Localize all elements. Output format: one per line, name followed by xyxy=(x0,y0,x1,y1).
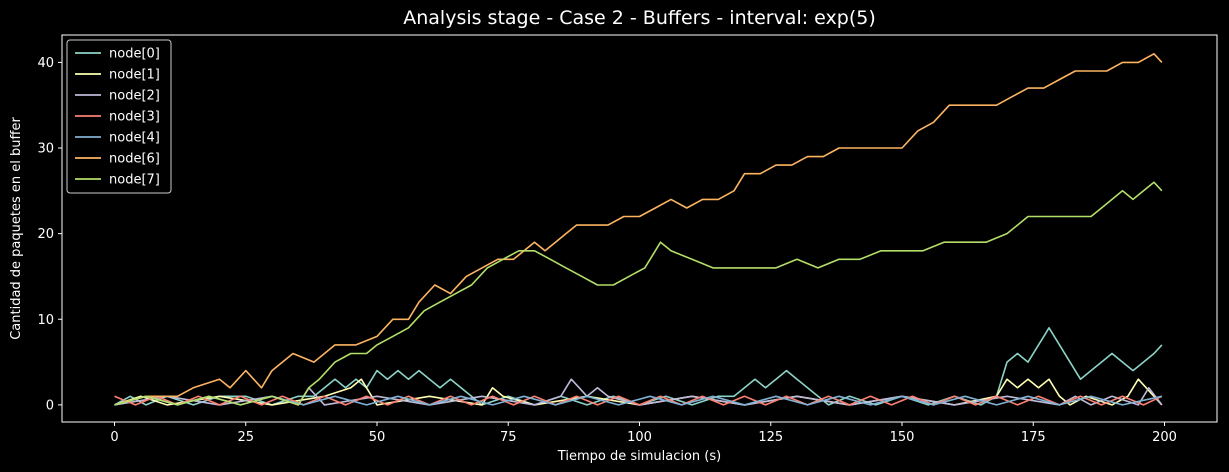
legend-label: node[0] xyxy=(109,47,160,62)
y-tick-label: 30 xyxy=(37,142,54,157)
x-tick-label: 125 xyxy=(758,430,783,445)
series-line-node4 xyxy=(114,395,1163,406)
series-line-node0 xyxy=(114,326,1163,406)
chart-title: Analysis stage - Case 2 - Buffers - inte… xyxy=(403,7,876,29)
x-tick-label: 75 xyxy=(500,430,517,445)
legend-box xyxy=(66,39,172,194)
y-axis-label: Cantidad de paquetes en el buffer xyxy=(9,117,24,340)
x-tick-label: 25 xyxy=(237,430,254,445)
series-layer xyxy=(114,52,1163,406)
y-tick-label: 20 xyxy=(37,227,54,242)
legend: node[0] node[1] node[2] node[3] node[4] node[… xyxy=(66,39,172,194)
y-axis: 0 10 20 30 40 xyxy=(37,56,62,413)
x-axis-label: Tiempo de simulacion (s) xyxy=(557,449,721,464)
x-tick-label: 50 xyxy=(369,430,386,445)
plot-area xyxy=(61,34,1218,423)
x-axis: 0 25 50 75 100 125 150 175 200 xyxy=(110,422,1177,445)
x-tick-label: 200 xyxy=(1152,430,1177,445)
y-tick-label: 40 xyxy=(37,56,54,71)
legend-label: node[1] xyxy=(109,68,160,83)
x-tick-label: 0 xyxy=(110,430,118,445)
legend-label: node[2] xyxy=(109,89,160,104)
x-tick-label: 175 xyxy=(1021,430,1046,445)
legend-label: node[6] xyxy=(109,152,160,167)
y-tick-label: 10 xyxy=(37,313,54,328)
legend-label: node[7] xyxy=(109,173,160,188)
series-line-node7 xyxy=(114,181,1163,406)
legend-label: node[4] xyxy=(109,131,160,146)
series-line-node3 xyxy=(114,395,1163,406)
x-tick-label: 100 xyxy=(627,430,652,445)
legend-label: node[3] xyxy=(109,110,160,125)
x-tick-label: 150 xyxy=(890,430,915,445)
y-tick-label: 0 xyxy=(46,398,54,413)
series-line-node6 xyxy=(114,52,1163,406)
